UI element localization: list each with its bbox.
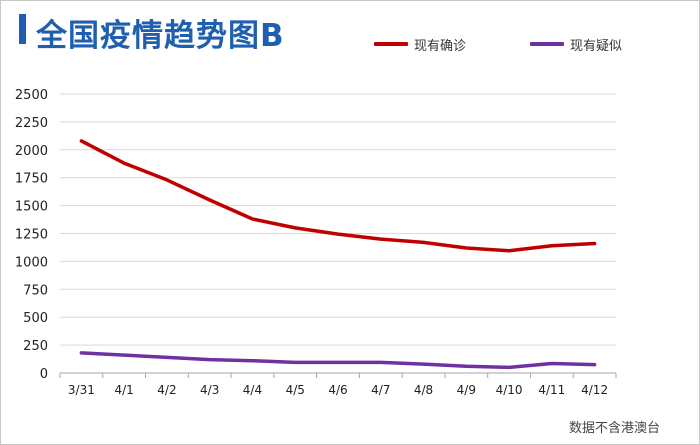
x-tick-label: 4/10 xyxy=(496,383,523,397)
series-line-confirmed xyxy=(79,139,597,253)
title-accent-bar xyxy=(19,14,26,44)
legend-swatch-suspected xyxy=(530,42,564,46)
y-tick-label: 0 xyxy=(40,367,48,382)
chart-title: 全国疫情趋势图B xyxy=(36,18,285,54)
y-tick-label: 2000 xyxy=(15,144,48,159)
x-tick-label: 4/4 xyxy=(243,383,262,397)
legend-label-confirmed: 现有确诊 xyxy=(414,38,467,54)
y-tick-label: 1500 xyxy=(15,200,48,215)
x-tick-label: 4/7 xyxy=(371,383,390,397)
y-tick-label: 500 xyxy=(23,311,48,326)
legend-item-confirmed: 现有确诊 xyxy=(374,34,466,54)
legend-item-suspected: 现有疑似 xyxy=(530,34,622,54)
x-tick-label: 4/1 xyxy=(114,383,133,397)
legend-label-suspected: 现有疑似 xyxy=(570,38,623,54)
x-tick-label: 4/6 xyxy=(328,383,347,397)
x-tick-label: 4/3 xyxy=(200,383,219,397)
y-tick-label: 2250 xyxy=(15,116,48,131)
x-tick-label: 4/8 xyxy=(414,383,433,397)
y-tick-label: 2500 xyxy=(15,88,48,103)
y-tick-label: 1750 xyxy=(15,172,48,187)
legend-swatch-confirmed xyxy=(374,42,408,46)
footnote: 数据不含港澳台 xyxy=(568,421,660,436)
y-tick-label: 1250 xyxy=(15,228,48,243)
y-tick-label: 1000 xyxy=(15,255,48,270)
x-tick-label: 4/5 xyxy=(286,383,305,397)
x-tick-label: 4/12 xyxy=(581,383,608,397)
x-tick-label: 4/11 xyxy=(538,383,565,397)
x-tick-label: 4/2 xyxy=(157,383,176,397)
x-tick-label: 3/31 xyxy=(68,383,95,397)
y-tick-label: 250 xyxy=(23,339,48,354)
x-tick-label: 4/9 xyxy=(457,383,476,397)
series-line-suspected xyxy=(79,351,597,370)
y-tick-label: 750 xyxy=(23,283,48,298)
